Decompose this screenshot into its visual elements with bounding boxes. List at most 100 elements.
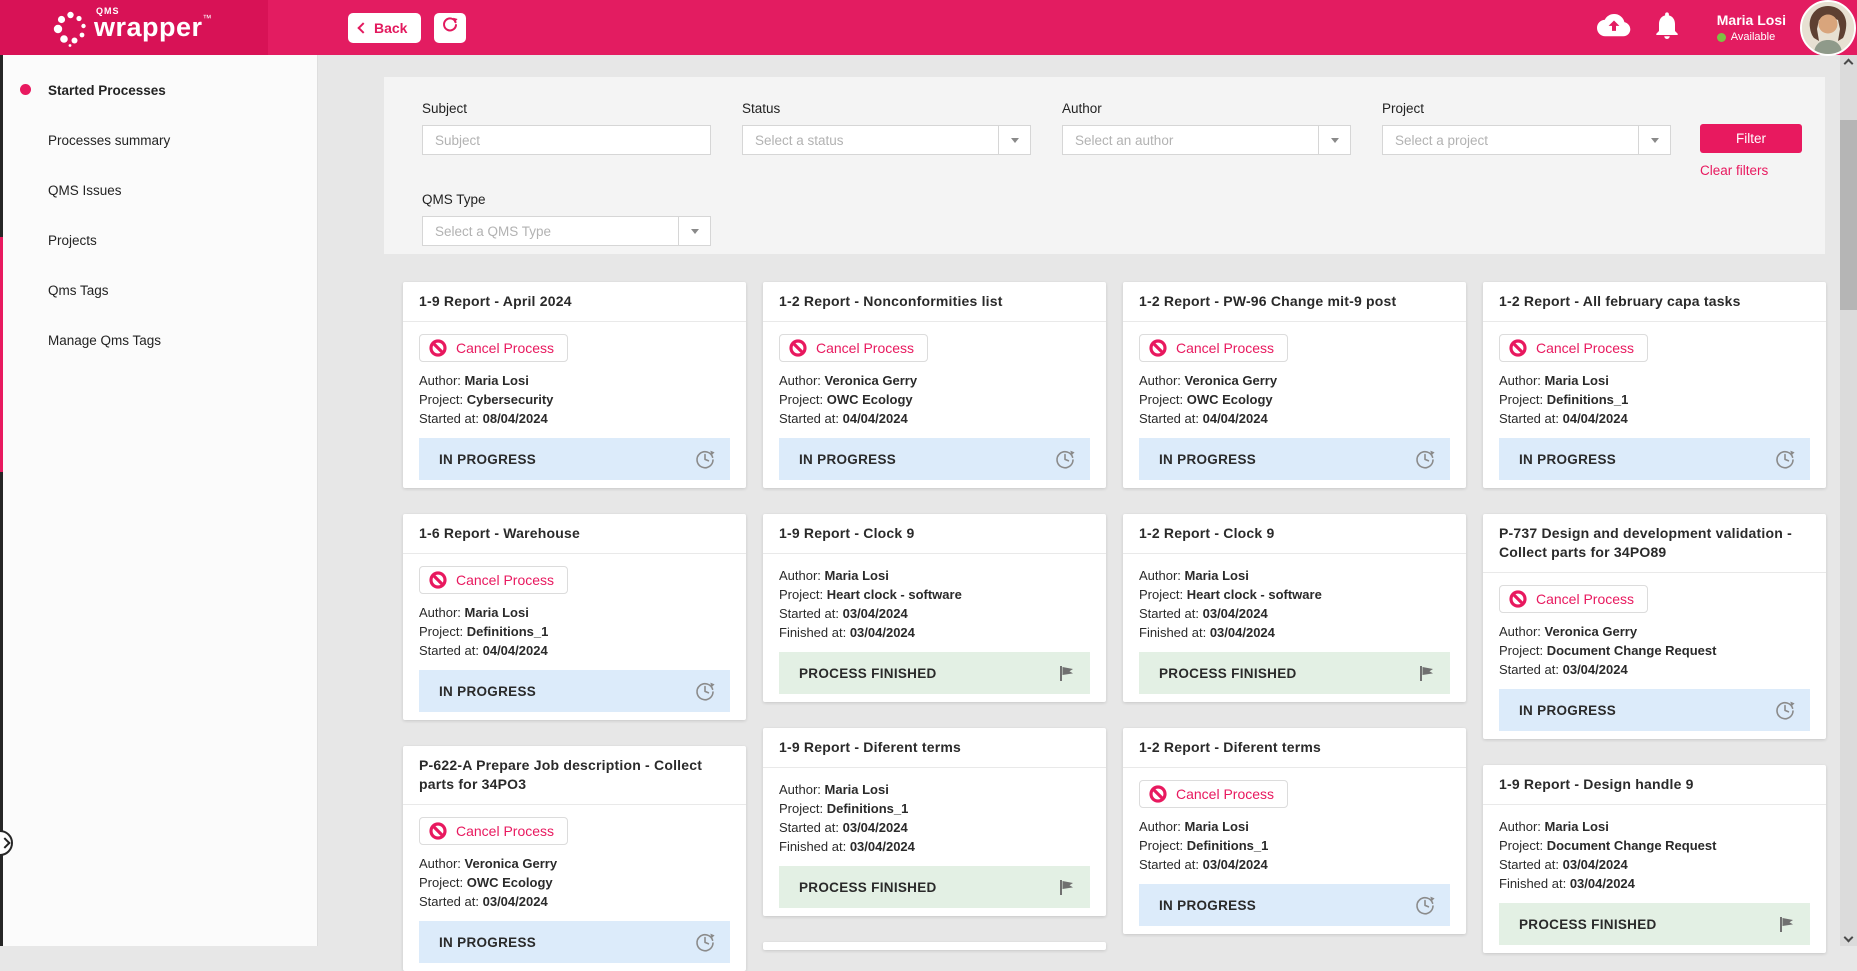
author-line: Author: Maria Losi bbox=[779, 568, 889, 583]
subject-label: Subject bbox=[422, 101, 468, 116]
project-select-placeholder: Select a project bbox=[1395, 132, 1489, 148]
process-card-body: Author: Maria Losi Project: Document Cha… bbox=[1483, 805, 1826, 953]
process-card-title: 1-2 Report - All february capa tasks bbox=[1483, 282, 1826, 322]
started-line: Started at: 03/04/2024 bbox=[419, 894, 548, 909]
cancel-process-button[interactable]: Cancel Process bbox=[419, 566, 569, 594]
flag-icon bbox=[1776, 914, 1796, 934]
process-card-title: 1-9 Report - Design handle 9 bbox=[1483, 765, 1826, 805]
process-card: 1-9 Report - Design handle 9 Author: Mar… bbox=[1483, 765, 1826, 953]
cancel-icon bbox=[788, 338, 808, 358]
finished-line: Finished at: 03/04/2024 bbox=[1139, 625, 1275, 640]
sidebar-item-qms-issues[interactable]: QMS Issues bbox=[0, 165, 317, 215]
started-line: Started at: 03/04/2024 bbox=[1139, 606, 1268, 621]
author-select[interactable]: Select an author bbox=[1062, 125, 1351, 155]
status-bar: PROCESS FINISHED bbox=[1499, 903, 1810, 945]
refresh-button[interactable] bbox=[434, 12, 467, 43]
sidebar-item-qms-tags[interactable]: Qms Tags bbox=[0, 265, 317, 315]
project-line: Project: Document Change Request bbox=[1499, 643, 1717, 658]
board-column-1: 1-9 Report - April 2024 Cancel Process A… bbox=[403, 282, 746, 971]
clock-progress-icon bbox=[1414, 894, 1436, 916]
scrollbar-thumb[interactable] bbox=[1840, 120, 1857, 310]
project-line: Project: Definitions_1 bbox=[1139, 838, 1269, 853]
chevron-down-icon bbox=[1330, 137, 1339, 143]
chevron-left-icon bbox=[357, 21, 369, 34]
process-card-body: Cancel Process Author: Veronica Gerry Pr… bbox=[1123, 322, 1466, 488]
notifications-button[interactable] bbox=[1655, 11, 1679, 44]
cancel-process-button[interactable]: Cancel Process bbox=[1499, 334, 1649, 362]
process-card: 1-2 Report - All february capa tasks Can… bbox=[1483, 282, 1826, 488]
dropdown-arrow-box[interactable] bbox=[998, 126, 1030, 154]
logo-text: QMS wrapper™ bbox=[94, 6, 213, 42]
cancel-icon bbox=[428, 338, 448, 358]
sidebar-item-label: Manage Qms Tags bbox=[48, 332, 162, 348]
started-line: Started at: 03/04/2024 bbox=[1499, 662, 1628, 677]
status-label: PROCESS FINISHED bbox=[799, 879, 937, 895]
cancel-process-button[interactable]: Cancel Process bbox=[1139, 334, 1289, 362]
status-bar: PROCESS FINISHED bbox=[779, 866, 1090, 908]
user-presence: Available bbox=[1716, 31, 1775, 43]
cancel-process-label: Cancel Process bbox=[456, 340, 555, 356]
sidebar-item-processes-summary[interactable]: Processes summary bbox=[0, 115, 317, 165]
status-bar: IN PROGRESS bbox=[1499, 689, 1810, 731]
process-card-title: 1-9 Report - Clock 9 bbox=[763, 514, 1106, 554]
clock-progress-icon bbox=[694, 931, 716, 953]
process-board: 1-9 Report - April 2024 Cancel Process A… bbox=[403, 282, 1826, 971]
author-line: Author: Maria Losi bbox=[1139, 819, 1249, 834]
cancel-process-label: Cancel Process bbox=[816, 340, 915, 356]
author-line: Author: Veronica Gerry bbox=[779, 373, 918, 388]
status-select[interactable]: Select a status bbox=[742, 125, 1031, 155]
avatar[interactable] bbox=[1800, 0, 1856, 56]
cancel-process-label: Cancel Process bbox=[1176, 340, 1275, 356]
status-bar: IN PROGRESS bbox=[419, 438, 730, 480]
sidebar-item-manage-qms-tags[interactable]: Manage Qms Tags bbox=[0, 315, 317, 365]
cloud-upload-button[interactable] bbox=[1596, 12, 1631, 43]
scroll-up-button[interactable] bbox=[1840, 55, 1857, 72]
started-line: Started at: 04/04/2024 bbox=[1139, 411, 1268, 426]
started-line: Started at: 03/04/2024 bbox=[1139, 857, 1268, 872]
status-bar: IN PROGRESS bbox=[779, 438, 1090, 480]
cancel-process-label: Cancel Process bbox=[456, 823, 555, 839]
qms-type-select-placeholder: Select a QMS Type bbox=[435, 223, 552, 239]
back-button[interactable]: Back bbox=[348, 12, 422, 43]
project-line: Project: Cybersecurity bbox=[419, 392, 554, 407]
clock-progress-icon bbox=[694, 680, 716, 702]
process-card-title: P-622-A Prepare Job description - Collec… bbox=[403, 746, 746, 805]
clear-filters-link[interactable]: Clear filters bbox=[1700, 163, 1769, 178]
sidebar-item-projects[interactable]: Projects bbox=[0, 215, 317, 265]
cancel-icon bbox=[428, 821, 448, 841]
status-label: PROCESS FINISHED bbox=[1519, 916, 1657, 932]
project-select[interactable]: Select a project bbox=[1382, 125, 1671, 155]
started-line: Started at: 04/04/2024 bbox=[419, 643, 548, 658]
flag-icon bbox=[1056, 663, 1076, 683]
cancel-process-button[interactable]: Cancel Process bbox=[419, 817, 569, 845]
qms-type-select[interactable]: Select a QMS Type bbox=[422, 216, 711, 246]
subject-input[interactable] bbox=[422, 125, 711, 155]
process-card-body: Author: Maria Losi Project: Heart clock … bbox=[763, 554, 1106, 702]
status-label: IN PROGRESS bbox=[1159, 451, 1257, 467]
status-label: IN PROGRESS bbox=[439, 451, 537, 467]
status-bar: IN PROGRESS bbox=[419, 921, 730, 963]
vertical-scrollbar[interactable] bbox=[1840, 55, 1857, 946]
project-line: Project: Heart clock - software bbox=[1139, 587, 1322, 602]
dropdown-arrow-box[interactable] bbox=[1318, 126, 1350, 154]
status-select-placeholder: Select a status bbox=[755, 132, 844, 148]
user-menu[interactable]: Maria Losi Available bbox=[1716, 12, 1786, 43]
scroll-down-button[interactable] bbox=[1840, 929, 1857, 946]
cancel-process-button[interactable]: Cancel Process bbox=[1139, 780, 1289, 808]
process-card-body: Author: Maria Losi Project: Heart clock … bbox=[1123, 554, 1466, 702]
cancel-process-label: Cancel Process bbox=[1536, 591, 1635, 607]
sidebar-item-started-processes[interactable]: Started Processes bbox=[0, 65, 317, 115]
cancel-process-button[interactable]: Cancel Process bbox=[1499, 585, 1649, 613]
finished-line: Finished at: 03/04/2024 bbox=[1499, 876, 1635, 891]
cancel-process-label: Cancel Process bbox=[1176, 786, 1275, 802]
dropdown-arrow-box[interactable] bbox=[1638, 126, 1670, 154]
clock-progress-icon bbox=[1774, 699, 1796, 721]
dropdown-arrow-box[interactable] bbox=[678, 217, 710, 245]
started-line: Started at: 04/04/2024 bbox=[1499, 411, 1628, 426]
filter-button[interactable]: Filter bbox=[1700, 124, 1802, 153]
started-line: Started at: 08/04/2024 bbox=[419, 411, 548, 426]
author-select-placeholder: Select an author bbox=[1075, 132, 1174, 148]
cancel-process-button[interactable]: Cancel Process bbox=[779, 334, 929, 362]
presence-dot bbox=[1716, 32, 1726, 42]
cancel-process-button[interactable]: Cancel Process bbox=[419, 334, 569, 362]
